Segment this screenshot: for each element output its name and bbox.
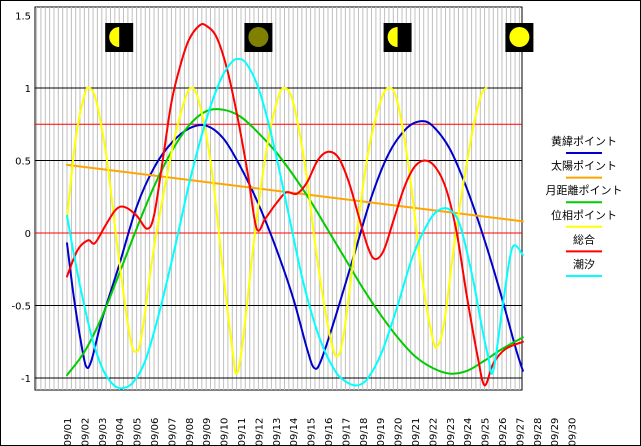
y-axis-tick-labels: 1.5 1 0.5 0 -0.5 -1 — [11, 12, 31, 386]
x-tick-label: 09/22 — [428, 418, 439, 446]
moon-first-quarter-icon — [383, 23, 412, 52]
x-tick-label: 09/19 — [376, 418, 387, 446]
x-tick-label: 09/08 — [185, 418, 196, 446]
x-tick-label: 09/10 — [220, 418, 231, 446]
x-tick-label: 09/20 — [394, 418, 405, 446]
y-tick-label: 0.5 — [15, 157, 31, 168]
x-tick-label: 09/02 — [80, 418, 91, 446]
legend-label: 位相ポイント — [551, 208, 617, 222]
x-tick-label: 09/21 — [411, 418, 422, 446]
x-tick-label: 09/15 — [307, 418, 318, 446]
x-tick-label: 09/13 — [272, 418, 283, 446]
x-tick-label: 09/17 — [341, 418, 352, 446]
moon-full-moon-icon — [505, 23, 534, 52]
y-tick-label: 0 — [25, 229, 31, 240]
legend-label: 総合 — [573, 232, 595, 246]
x-tick-label: 09/11 — [237, 418, 248, 446]
legend-label: 潮汐 — [573, 257, 595, 271]
x-tick-label: 09/12 — [254, 418, 265, 446]
plot-area — [34, 6, 523, 391]
x-axis-tick-labels: 09/01 09/02 09/03 09/04 09/05 09/06 09/07 09/08… — [63, 418, 579, 446]
y-tick-label: 1.5 — [15, 12, 31, 23]
x-tick-label: 09/09 — [202, 418, 213, 446]
x-tick-label: 09/14 — [289, 418, 300, 446]
x-tick-label: 09/01 — [63, 418, 74, 446]
moon-new-moon-icon — [244, 23, 273, 52]
x-tick-label: 09/28 — [533, 418, 544, 446]
moon-first-quarter-icon — [105, 23, 134, 52]
x-tick-label: 09/18 — [359, 418, 370, 446]
x-tick-label: 09/25 — [481, 418, 492, 446]
legend-label: 黄緯ポイント — [551, 134, 617, 148]
x-tick-label: 09/29 — [550, 418, 561, 446]
x-tick-label: 09/16 — [324, 418, 335, 446]
series-lines — [66, 23, 524, 390]
y-tick-label: -1 — [21, 374, 31, 385]
x-tick-label: 09/23 — [446, 418, 457, 446]
series-line-4 — [66, 86, 488, 375]
legend-label: 太陽ポイント — [551, 160, 617, 173]
x-tick-label: 09/24 — [463, 418, 474, 446]
x-tick-label: 09/27 — [515, 418, 526, 446]
x-tick-label: 09/05 — [133, 418, 144, 446]
moon-phase-icons — [105, 23, 534, 52]
y-tick-label: 1 — [25, 84, 31, 95]
x-tick-label: 09/26 — [498, 418, 509, 446]
series-line-3 — [66, 108, 524, 377]
y-tick-label: -0.5 — [11, 302, 31, 313]
x-tick-label: 09/30 — [568, 418, 579, 446]
x-tick-label: 09/04 — [115, 418, 126, 446]
x-tick-label: 09/03 — [98, 418, 109, 446]
x-tick-label: 09/06 — [150, 418, 161, 446]
series-line-6 — [66, 57, 524, 390]
x-tick-label: 09/07 — [167, 418, 178, 446]
legend-label: 月距離ポイント — [546, 183, 623, 197]
series-line-5 — [66, 23, 524, 387]
